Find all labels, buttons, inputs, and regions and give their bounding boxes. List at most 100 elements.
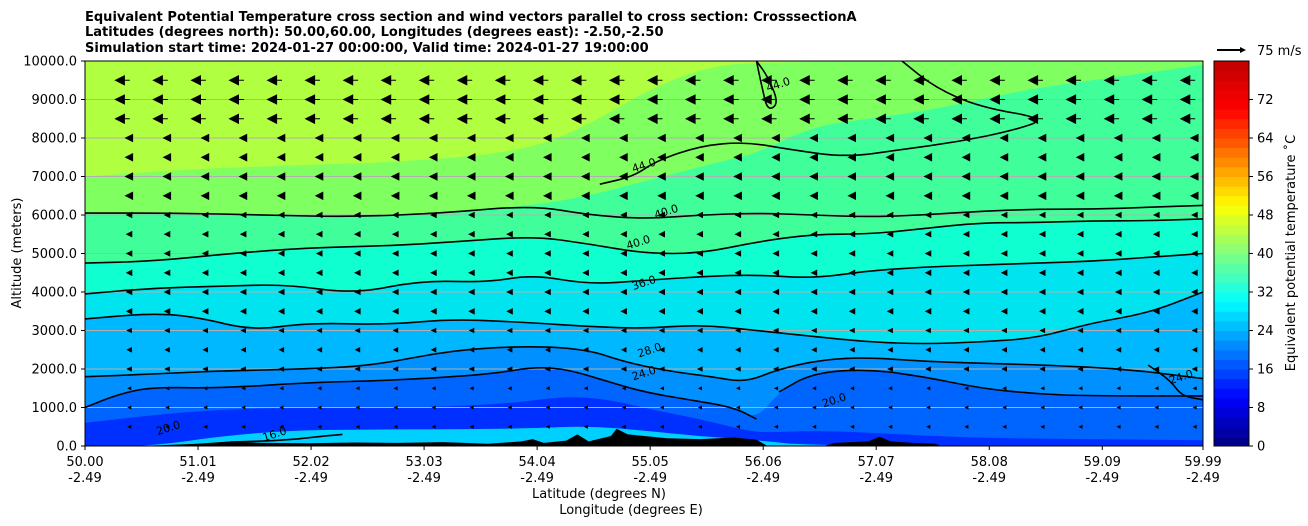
wind-vector-17-16 bbox=[735, 405, 741, 410]
x-tick-lon-8: -2.49 bbox=[972, 471, 1006, 486]
wind-vector-11-1 bbox=[163, 288, 171, 296]
wind-vector-0-1 bbox=[152, 74, 168, 86]
wind-vector-5-6 bbox=[352, 172, 362, 181]
wind-vector-12-26 bbox=[1114, 307, 1122, 315]
wind-vector-7-6 bbox=[353, 211, 361, 219]
wind-vector-11-28 bbox=[1191, 288, 1198, 296]
wind-vector-13-8 bbox=[430, 327, 437, 334]
wind-vector-8-6 bbox=[353, 230, 361, 238]
x-tick-lon-9: -2.49 bbox=[1085, 471, 1119, 486]
wind-vector-18-3 bbox=[241, 424, 246, 429]
wind-vector-5-12 bbox=[581, 172, 590, 181]
wind-vector-16-4 bbox=[279, 386, 284, 391]
x-tick-lat-0: 50.00 bbox=[66, 455, 103, 470]
wind-vector-13-26 bbox=[1115, 327, 1122, 334]
wind-vector-9-24 bbox=[1038, 250, 1046, 257]
wind-vector-6-3 bbox=[238, 191, 248, 201]
wind-vector-13-16 bbox=[735, 327, 741, 334]
x-tick-lat-1: 51.01 bbox=[179, 455, 216, 470]
wind-vector-6-28 bbox=[1189, 191, 1199, 201]
wind-vector-11-20 bbox=[886, 288, 894, 296]
quiver-key-label: 75 m/s bbox=[1257, 44, 1302, 59]
wind-vector-2-9 bbox=[456, 113, 473, 125]
wind-vector-7-18 bbox=[810, 211, 818, 219]
wind-vector-11-14 bbox=[658, 288, 665, 296]
colorbar-segment-0 bbox=[1214, 436, 1249, 447]
wind-vector-15-20 bbox=[887, 366, 893, 372]
wind-vector-8-28 bbox=[1191, 230, 1198, 238]
wind-vector-0-13 bbox=[608, 74, 625, 86]
colorbar-segment-1 bbox=[1214, 426, 1249, 437]
wind-vector-5-16 bbox=[733, 172, 742, 181]
temperature-layers bbox=[85, 61, 1203, 446]
wind-vector-1-27 bbox=[1141, 94, 1158, 105]
colorbar-segment-9 bbox=[1214, 349, 1249, 360]
wind-vector-16-7 bbox=[393, 386, 398, 391]
wind-vector-15-22 bbox=[963, 366, 969, 372]
y-tick-label-10: 10000.0 bbox=[23, 55, 77, 70]
wind-vector-6-9 bbox=[466, 191, 476, 201]
wind-vector-6-7 bbox=[390, 191, 400, 201]
colorbar-segment-33 bbox=[1214, 118, 1249, 129]
x-tick-lon-0: -2.49 bbox=[68, 471, 102, 486]
colorbar bbox=[1214, 61, 1249, 447]
wind-vector-16-8 bbox=[431, 386, 436, 391]
colorbar-segment-22 bbox=[1214, 224, 1249, 235]
y-tick-label-6: 6000.0 bbox=[32, 209, 78, 224]
wind-vector-7-8 bbox=[430, 211, 437, 219]
wind-vector-18-11 bbox=[545, 424, 550, 429]
wind-vector-5-26 bbox=[1113, 172, 1123, 181]
wind-vector-16-18 bbox=[812, 386, 817, 391]
x-tick-lon-10: -2.49 bbox=[1186, 471, 1220, 486]
wind-vector-18-17 bbox=[773, 424, 779, 429]
wind-vector-0-26 bbox=[1103, 74, 1120, 86]
wind-vector-10-22 bbox=[962, 269, 970, 277]
colorbar-label: Equivalent potential temperature ˚C bbox=[1283, 135, 1299, 371]
wind-vector-15-24 bbox=[1039, 366, 1046, 372]
wind-vector-7-5 bbox=[315, 211, 323, 219]
wind-vector-18-19 bbox=[850, 424, 855, 429]
wind-vector-1-21 bbox=[913, 94, 929, 105]
wind-vector-14-6 bbox=[354, 346, 361, 353]
wind-vector-16-24 bbox=[1040, 386, 1045, 391]
wind-vector-10-4 bbox=[277, 269, 285, 277]
wind-vector-7-25 bbox=[1076, 211, 1084, 219]
x-tick-lon-3: -2.49 bbox=[407, 471, 441, 486]
x-tick-lon-6: -2.49 bbox=[746, 471, 780, 486]
colorbar-segment-34 bbox=[1214, 109, 1249, 120]
wind-vector-9-22 bbox=[962, 250, 970, 257]
wind-vector-1-11 bbox=[532, 94, 549, 105]
wind-vector-11-10 bbox=[506, 288, 513, 296]
wind-vector-18-16 bbox=[735, 424, 741, 429]
wind-vector-10-23 bbox=[1000, 269, 1008, 277]
chart-title-line-1: Equivalent Potential Temperature cross s… bbox=[85, 10, 857, 25]
wind-vector-5-1 bbox=[162, 172, 172, 181]
wind-vector-18-20 bbox=[888, 424, 893, 429]
wind-vector-18-28 bbox=[1192, 424, 1197, 429]
wind-vector-4-18 bbox=[809, 152, 818, 162]
wind-vector-15-14 bbox=[658, 366, 665, 372]
wind-vector-16-15 bbox=[697, 386, 702, 391]
contour-20.0-1 bbox=[85, 366, 757, 420]
wind-vector-18-4 bbox=[279, 424, 284, 429]
wind-vector-8-26 bbox=[1114, 230, 1122, 238]
colorbar-segment-7 bbox=[1214, 369, 1249, 380]
wind-vector-17-12 bbox=[583, 405, 588, 410]
wind-vector-7-22 bbox=[962, 211, 970, 219]
wind-vector-6-0 bbox=[124, 191, 134, 201]
wind-vector-15-17 bbox=[773, 366, 779, 372]
wind-vector-2-23 bbox=[989, 113, 1005, 125]
wind-vector-11-7 bbox=[391, 288, 399, 296]
wind-vector-4-13 bbox=[619, 152, 628, 162]
wind-vector-2-2 bbox=[190, 113, 206, 125]
wind-vector-3-5 bbox=[314, 133, 324, 143]
wind-vector-9-15 bbox=[696, 250, 703, 257]
wind-vector-7-4 bbox=[277, 211, 285, 219]
wind-vector-8-4 bbox=[277, 230, 285, 238]
wind-vector-5-20 bbox=[885, 172, 895, 181]
x-axis-ticks: 50.00-2.4951.01-2.4952.02-2.4953.03-2.49… bbox=[66, 446, 1222, 486]
wind-vector-12-23 bbox=[1000, 307, 1008, 315]
wind-vector-4-10 bbox=[504, 152, 514, 162]
wind-vector-1-6 bbox=[342, 94, 359, 105]
